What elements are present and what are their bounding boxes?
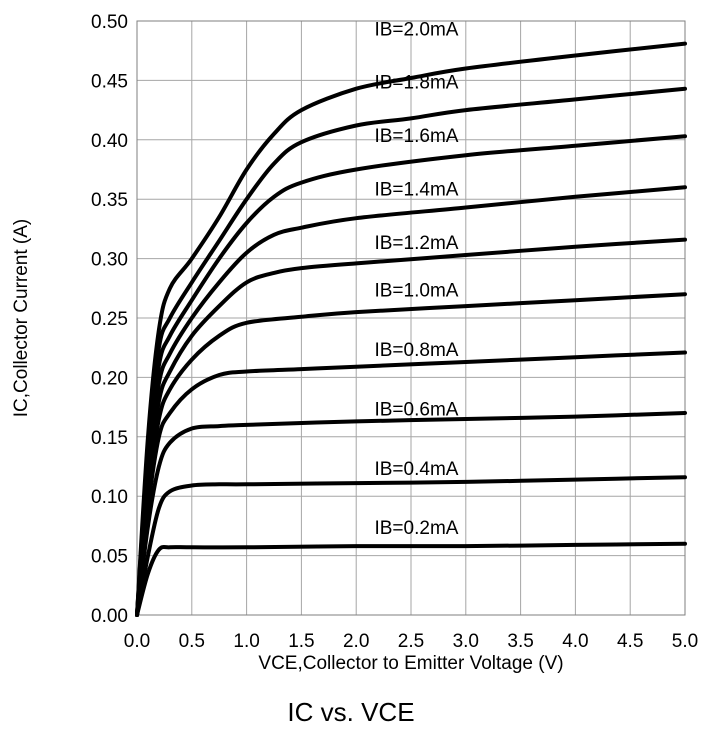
series-line-ib-2-0ma xyxy=(135,41,687,617)
series-label-ib-1-8ma: IB=1.8mA xyxy=(374,73,458,94)
series-label-ib-1-2ma: IB=1.2mA xyxy=(374,233,458,254)
y-tick-label: 0.40 xyxy=(91,131,128,152)
series-label-ib-1-0ma: IB=1.0mA xyxy=(374,281,458,302)
x-tick-label: 3.5 xyxy=(507,631,533,652)
x-tick-label: 3.0 xyxy=(453,631,479,652)
chart-caption: IC vs. VCE xyxy=(287,697,415,727)
series-label-ib-1-4ma: IB=1.4mA xyxy=(374,180,458,201)
series-line-ib-0-2ma xyxy=(135,541,687,617)
x-axis-title: VCE,Collector to Emitter Voltage (V) xyxy=(258,653,563,674)
y-tick-label: 0.45 xyxy=(91,71,128,92)
y-tick-label: 0.35 xyxy=(91,190,128,211)
y-axis-title: IC,Collector Current (A) xyxy=(11,219,32,418)
x-tick-label: 5.0 xyxy=(672,631,698,652)
y-tick-label: 0.20 xyxy=(91,368,128,389)
y-tick-label: 0.50 xyxy=(91,12,128,33)
x-tick-label: 1.5 xyxy=(288,631,314,652)
y-tick-label: 0.25 xyxy=(91,309,128,330)
plot-frame xyxy=(136,20,686,616)
series-label-ib-0-2ma: IB=0.2mA xyxy=(374,518,458,539)
y-tick-label: 0.00 xyxy=(91,606,128,627)
x-tick-label: 4.5 xyxy=(617,631,643,652)
series-labels: IB=0.2mA IB=0.4mA IB=0.6mA IB=0.8mA IB=1.0mA… xyxy=(374,19,458,539)
series-line-ib-1-0ma xyxy=(135,292,687,617)
y-tick-label: 0.10 xyxy=(91,487,128,508)
x-tick-label: 1.0 xyxy=(233,631,259,652)
series-label-ib-0-4ma: IB=0.4mA xyxy=(374,459,458,480)
y-tick-label: 0.15 xyxy=(91,428,128,449)
series-line-ib-0-6ma xyxy=(135,411,687,617)
y-tick-labels: 0.00 0.05 0.10 0.15 0.20 0.25 0.30 0.35 0.40 0.45… xyxy=(91,12,128,627)
x-tick-label: 0.5 xyxy=(179,631,205,652)
series-label-ib-1-6ma: IB=1.6mA xyxy=(374,126,458,147)
x-tick-label: 2.5 xyxy=(398,631,424,652)
series-label-ib-0-8ma: IB=0.8mA xyxy=(374,340,458,361)
y-tick-label: 0.30 xyxy=(91,250,128,271)
series-label-ib-0-6ma: IB=0.6mA xyxy=(374,399,458,420)
series-label-ib-2-0ma: IB=2.0mA xyxy=(374,19,458,40)
series-line-ib-1-2ma xyxy=(135,237,687,617)
y-tick-label: 0.05 xyxy=(91,547,128,568)
x-tick-label: 0.0 xyxy=(124,631,150,652)
series-line-ib-0-4ma xyxy=(135,475,687,617)
x-tick-label: 4.0 xyxy=(562,631,588,652)
ic-vce-chart: 0.0 0.5 1.0 1.5 2.0 2.5 3.0 3.5 4.0 4.5 5.0 0.000.… xyxy=(11,12,698,674)
series-line-ib-1-4ma xyxy=(135,185,687,617)
series xyxy=(135,41,687,617)
series-line-ib-0-8ma xyxy=(135,350,687,617)
x-tick-label: 2.0 xyxy=(343,631,369,652)
x-tick-labels: 0.0 0.5 1.0 1.5 2.0 2.5 3.0 3.5 4.0 4.5 5.0 xyxy=(124,631,698,652)
